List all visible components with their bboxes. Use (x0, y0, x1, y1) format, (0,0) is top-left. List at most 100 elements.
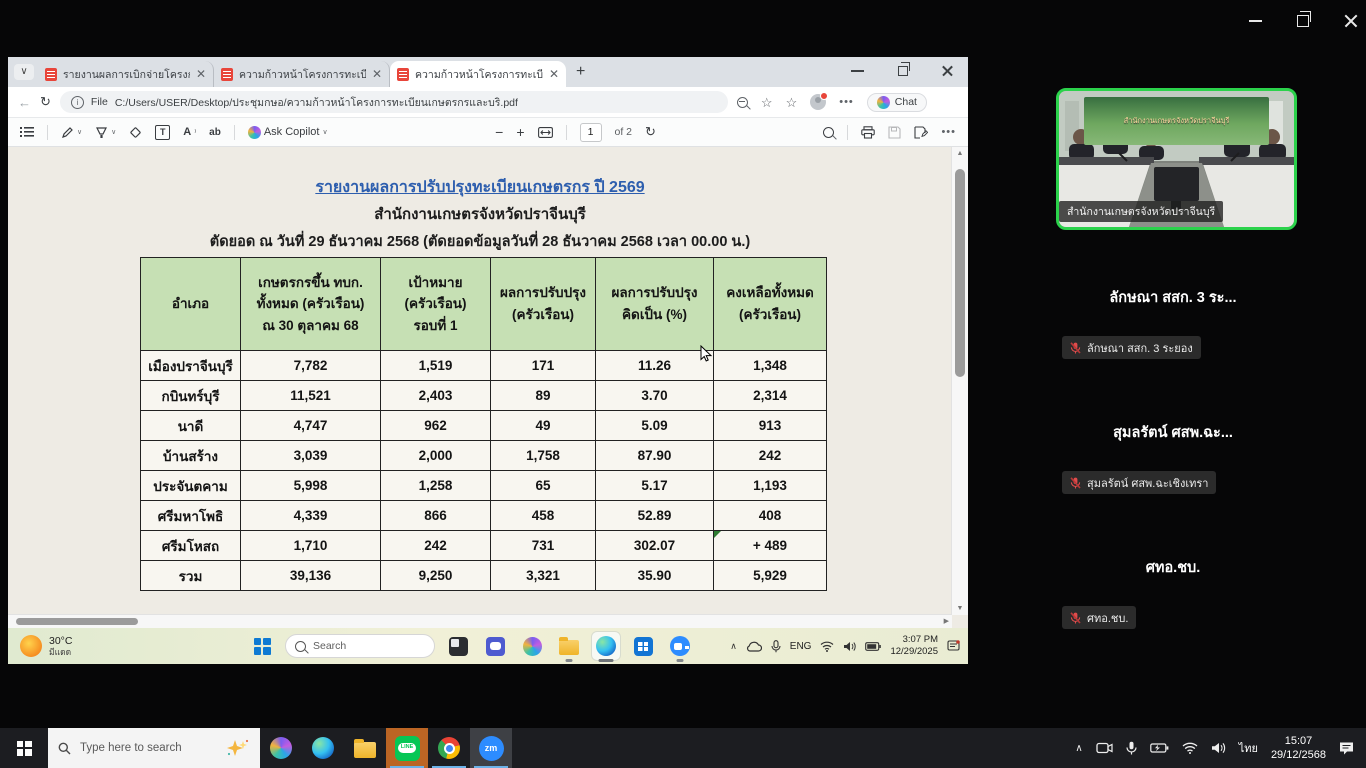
vertical-scroll-thumb[interactable] (955, 169, 965, 377)
minimize-icon[interactable] (1246, 12, 1264, 30)
battery-icon[interactable] (1149, 743, 1169, 753)
zoom-in-icon[interactable]: + (516, 124, 525, 140)
volume-icon[interactable] (1211, 742, 1226, 754)
tab-close-icon[interactable]: ✕ (371, 67, 382, 81)
participant-tile[interactable]: ลักษณา สสก. 3 ระ... ลักษณา สสก. 3 ระยอง (980, 252, 1366, 387)
taskbar-search-box[interactable]: Type here to search (48, 728, 260, 768)
print-icon[interactable] (861, 125, 876, 139)
table-cell: 4,747 (240, 410, 381, 441)
table-row: นาดี 4,747 962 49 5.09 913 (140, 410, 827, 441)
pdf-more-icon[interactable]: ••• (941, 126, 956, 138)
chrome-app-icon[interactable] (428, 728, 470, 768)
active-speaker-video[interactable]: สำนักงานเกษตรจังหวัดปราจีนบุรี สำนักงานเ… (1056, 88, 1297, 230)
ask-copilot-button[interactable]: Ask Copilot ∨ (247, 125, 328, 139)
tab-title: ความก้าวหน้าโครงการทะเบียนเกษตรกร... (415, 68, 543, 81)
taskbar-app-icons: LINE zm (260, 728, 512, 768)
browser-close-icon[interactable] (940, 62, 958, 80)
fit-width-icon[interactable] (537, 126, 553, 138)
tray-chevron-up-icon[interactable]: ∧ (1075, 742, 1083, 754)
table-cell: 5.17 (595, 470, 714, 501)
taskbar-search-box[interactable]: Search (285, 634, 435, 658)
pdf-search-icon[interactable] (823, 126, 835, 138)
start-button[interactable] (0, 728, 48, 768)
zoom-app-icon[interactable] (666, 632, 694, 660)
microphone-icon[interactable] (771, 639, 781, 653)
onedrive-cloud-icon[interactable] (746, 641, 762, 652)
teams-chat-icon[interactable] (481, 632, 509, 660)
favorite-star-icon[interactable]: ☆ (760, 94, 773, 110)
restore-icon[interactable] (1294, 11, 1312, 30)
camera-icon[interactable] (1096, 742, 1113, 754)
favorites-list-icon[interactable]: ☆ (785, 94, 798, 110)
notification-bell-icon[interactable] (947, 640, 960, 652)
table-cell: + 489 (713, 530, 827, 561)
tab-close-icon[interactable]: ✕ (195, 67, 206, 81)
browser-minimize-icon[interactable] (848, 62, 866, 80)
edge-app-icon[interactable] (592, 632, 620, 660)
scroll-down-icon[interactable]: ▼ (956, 605, 964, 612)
profile-avatar[interactable] (810, 92, 829, 110)
table-cell: 89 (490, 380, 596, 411)
address-bar-icons: ☆ ☆ ••• Chat (736, 92, 927, 112)
zoom-out-icon[interactable]: − (495, 124, 504, 140)
language-indicator[interactable]: ENG (789, 640, 812, 652)
line-app-icon[interactable]: LINE (386, 728, 428, 768)
eraser-icon[interactable] (129, 126, 142, 139)
microphone-icon[interactable] (1126, 741, 1137, 755)
close-icon[interactable] (1342, 12, 1360, 30)
participant-tile[interactable]: สุมลรัตน์ ศสพ.ฉะ... สุมลรัตน์ ศสพ.ฉะเชิง… (980, 387, 1366, 522)
back-icon[interactable]: ← (18, 94, 31, 110)
copilot-chat-button[interactable]: Chat (866, 92, 927, 112)
horizontal-scrollbar[interactable]: ▶ (8, 614, 952, 628)
highlighter-icon[interactable]: ∨ (95, 126, 116, 139)
tray-chevron-up-icon[interactable]: ∧ (730, 640, 737, 651)
language-indicator[interactable]: ไทย (1238, 743, 1258, 755)
page-number-input[interactable]: 1 (579, 122, 602, 142)
add-text-icon[interactable]: T (155, 124, 171, 140)
browser-restore-icon[interactable] (894, 62, 912, 80)
browser-tab[interactable]: รายงานผลการเบิกจ่ายโครงการ งปม. ปี... ✕ (38, 61, 214, 87)
volume-icon[interactable] (843, 641, 857, 652)
url-field[interactable]: i File C:/Users/USER/Desktop/ประชุมกษอ/ค… (59, 91, 728, 113)
start-button[interactable] (248, 632, 276, 660)
wifi-icon[interactable] (1182, 742, 1198, 754)
draw-pen-icon[interactable]: ∨ (61, 126, 82, 139)
browser-menu-icon[interactable]: ••• (839, 96, 854, 108)
toc-icon[interactable] (20, 126, 34, 138)
horizontal-scroll-thumb[interactable] (16, 618, 138, 625)
refresh-icon[interactable]: ↻ (40, 94, 51, 109)
copilot-app-icon[interactable] (518, 632, 546, 660)
microsoft-store-icon[interactable] (629, 632, 657, 660)
table-cell: 962 (380, 410, 491, 441)
new-tab-button[interactable]: + (576, 63, 586, 80)
action-center-icon[interactable] (1339, 741, 1354, 755)
rotate-icon[interactable]: ↻ (645, 124, 656, 139)
info-icon[interactable]: i (70, 95, 84, 109)
copilot-app-icon[interactable] (260, 728, 302, 768)
tab-search-chevron-icon[interactable]: ∨ (14, 64, 34, 80)
file-explorer-icon[interactable] (344, 728, 386, 768)
scroll-right-icon[interactable]: ▶ (943, 618, 949, 625)
shared-clock[interactable]: 3:07 PM 12/29/2025 (890, 634, 938, 657)
battery-icon[interactable] (865, 641, 882, 651)
read-aloud-icon[interactable]: A ⁾ (183, 126, 197, 138)
zoom-indicator-icon[interactable] (736, 96, 748, 108)
edge-app-icon[interactable] (302, 728, 344, 768)
vertical-scrollbar[interactable]: ▲ ▼ (951, 147, 968, 615)
save-icon[interactable] (888, 125, 901, 139)
browser-tab[interactable]: ความก้าวหน้าโครงการทะเบียนเกษตรกร... ✕ (214, 61, 390, 87)
table-cell: 11,521 (240, 380, 381, 411)
file-explorer-icon[interactable] (555, 632, 583, 660)
weather-widget[interactable]: 30°C มีแดด (8, 635, 72, 658)
participant-tile[interactable]: ศทอ.ชบ. ศทอ.ชบ. (980, 522, 1366, 657)
tab-close-icon[interactable]: ✕ (548, 67, 559, 81)
browser-tab[interactable]: ความก้าวหน้าโครงการทะเบียนเกษตรกร... ✕ (390, 61, 566, 87)
app-icon-dark-square[interactable] (444, 632, 472, 660)
wifi-icon[interactable] (820, 641, 834, 652)
taskbar-clock[interactable]: 15:07 29/12/2568 (1270, 734, 1326, 761)
table-cell: 65 (490, 470, 596, 501)
save-as-icon[interactable] (914, 125, 929, 139)
translate-icon[interactable]: ab (209, 126, 221, 138)
scroll-up-icon[interactable]: ▲ (956, 150, 964, 157)
zoom-app-icon[interactable]: zm (470, 728, 512, 768)
